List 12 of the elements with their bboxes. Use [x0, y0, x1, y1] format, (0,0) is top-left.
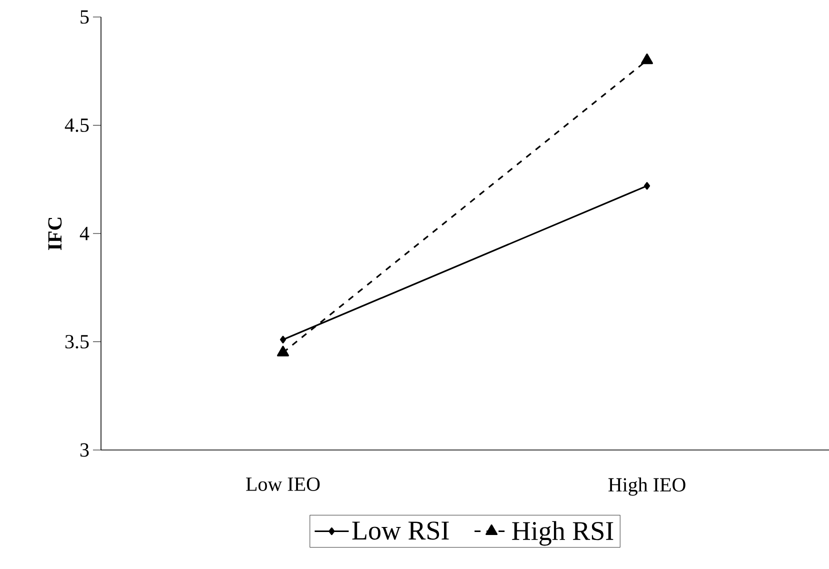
y-tick-label: 4 — [80, 226, 90, 240]
point — [280, 336, 286, 344]
y-tick-label: 3 — [80, 443, 89, 457]
point — [644, 182, 650, 190]
legend-label: Low RSI — [352, 522, 449, 540]
y-tick-label: 4.5 — [64, 118, 89, 132]
x-tick-label: High IEO — [608, 478, 686, 496]
y-tick-label: 3.5 — [65, 334, 89, 349]
y-axis-title: IFC — [48, 218, 62, 250]
y-tick-label: 5 — [80, 10, 89, 24]
x-tick-label: Low IEO — [246, 478, 320, 491]
legend-label: High RSI — [512, 521, 614, 546]
